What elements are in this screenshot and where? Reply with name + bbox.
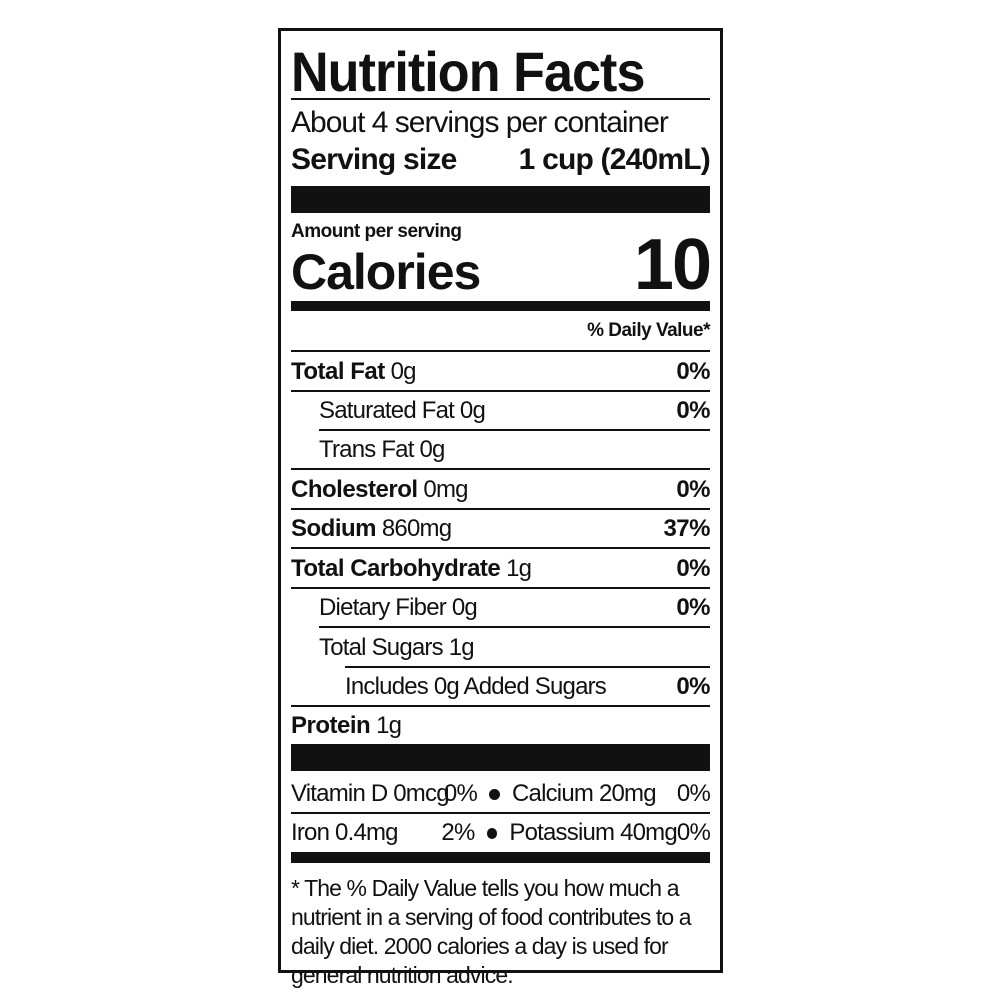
- nutrient-amount: 860mg: [381, 514, 452, 542]
- nutrient-dv: 0%: [676, 357, 710, 385]
- nutrient-name: Dietary Fiber: [319, 593, 447, 621]
- micronutrient-name: Vitamin D 0mcg: [291, 780, 450, 807]
- nutrient-name: Includes 0g Added Sugars: [345, 672, 607, 700]
- nutrient-name: Total Sugars: [319, 633, 444, 661]
- medium-divider: [291, 301, 710, 311]
- nutrient-amount: 0g: [419, 435, 445, 463]
- nutrient-dv: 0%: [676, 475, 710, 503]
- micronutrient-name: Iron 0.4mg: [291, 819, 399, 846]
- nutrient-dv: 0%: [676, 554, 710, 582]
- nutrient-row-added-sugars: Includes 0g Added Sugars 0%: [291, 667, 710, 706]
- divider: [291, 468, 710, 470]
- divider: [291, 350, 710, 352]
- nutrient-row-protein: Protein 1g: [291, 706, 710, 745]
- nutrient-name: Protein: [291, 711, 371, 739]
- nutrient-name: Total Carbohydrate: [291, 554, 501, 582]
- nutrient-dv: 37%: [663, 514, 710, 542]
- nutrient-amount: 0g: [451, 593, 478, 621]
- divider: [319, 626, 710, 628]
- thick-divider: [291, 744, 710, 771]
- micronutrient-row: Iron 0.4mg 2% Potassium 40mg 0%: [291, 814, 711, 852]
- nutrient-row-sodium: Sodium 860mg 37%: [291, 509, 710, 548]
- serving-size-label: Serving size: [291, 143, 457, 176]
- nutrient-dv: 0%: [676, 593, 710, 621]
- nutrient-name: Sodium: [291, 514, 377, 542]
- nutrient-amount: 1g: [376, 711, 402, 739]
- servings-per-container: About 4 servings per container: [291, 106, 669, 139]
- medium-divider: [291, 852, 710, 863]
- nutrient-name: Saturated Fat: [319, 396, 455, 424]
- thick-divider: [291, 186, 710, 213]
- micronutrient-dv: 0%: [443, 780, 478, 807]
- nutrient-amount: 1g: [506, 554, 532, 582]
- nutrient-name: Trans Fat: [319, 435, 414, 463]
- nutrient-row-trans-fat: Trans Fat 0g: [291, 430, 710, 469]
- serving-size-value: 1 cup (240mL): [518, 143, 711, 176]
- divider: [291, 390, 710, 392]
- nutrient-dv: 0%: [676, 396, 710, 424]
- nutrient-row-cholesterol: Cholesterol 0mg 0%: [291, 470, 710, 509]
- nutrient-amount: 0g: [390, 357, 417, 385]
- divider: [291, 547, 710, 549]
- label-title: Nutrition Facts: [291, 40, 645, 103]
- nutrient-row-total-fat: Total Fat 0g 0%: [291, 352, 710, 391]
- serving-size: Serving size 1 cup (240mL): [291, 143, 711, 177]
- calories-label: Calories: [291, 244, 481, 300]
- nutrient-amount: 0mg: [423, 475, 468, 503]
- nutrient-dv: 0%: [676, 672, 710, 700]
- divider: [319, 429, 710, 431]
- daily-value-header: % Daily Value*: [587, 320, 710, 341]
- micronutrient-row: Vitamin D 0mcg 0% Calcium 20mg 0%: [291, 775, 711, 813]
- nutrient-name: Total Fat: [291, 357, 385, 385]
- nutrient-amount: 0g: [459, 396, 486, 424]
- divider: [291, 98, 710, 100]
- calories-row: Calories 10: [291, 225, 712, 305]
- nutrient-row-total-carbohydrate: Total Carbohydrate 1g 0%: [291, 549, 710, 588]
- footnote: * The % Daily Value tells you how much a…: [291, 875, 692, 988]
- micronutrient-dv: 0%: [676, 819, 711, 846]
- calories-value: 10: [633, 225, 712, 305]
- nutrient-amount: 1g: [448, 633, 475, 661]
- nutrient-row-dietary-fiber: Dietary Fiber 0g 0%: [291, 588, 710, 627]
- divider: [291, 508, 710, 510]
- amount-per-serving: Amount per serving: [291, 221, 462, 242]
- nutrient-name: Cholesterol: [291, 475, 418, 503]
- nutrient-row-saturated-fat: Saturated Fat 0g 0%: [291, 391, 710, 430]
- bullet-icon: [489, 788, 500, 800]
- divider: [291, 705, 710, 707]
- divider: [345, 666, 710, 668]
- nutrient-row-total-sugars: Total Sugars 1g: [291, 628, 710, 667]
- divider: [291, 587, 710, 589]
- micronutrient-name: Calcium 20mg: [512, 780, 657, 807]
- micronutrient-dv: 0%: [676, 780, 711, 807]
- nutrition-facts-label: Nutrition Facts About 4 servings per con…: [278, 28, 723, 988]
- micronutrient-dv: 2%: [441, 819, 475, 846]
- bullet-icon: [486, 827, 498, 839]
- micronutrient-name: Potassium 40mg: [509, 819, 677, 846]
- divider: [291, 812, 710, 814]
